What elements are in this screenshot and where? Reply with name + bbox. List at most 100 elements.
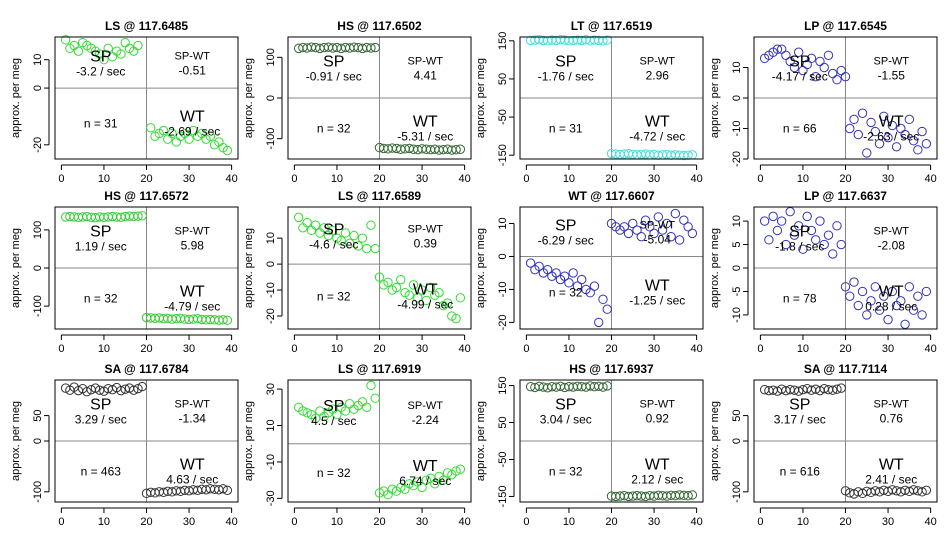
p8-sp-point-6 [785,206,795,217]
p9-n-label: n = 463 [81,465,122,479]
p11-n-label: n = 32 [549,465,583,479]
p11-title: HS @ 117.6937 [569,362,654,376]
p8-x-tick-label-0: 0 [757,343,763,355]
p3-title: LT @ 117.6519 [571,19,653,33]
p7-sp-point-18 [602,304,612,314]
p3-wt-rate: -4.72 / sec [629,130,685,144]
p10-wt-point-30 [421,475,432,485]
p7-x-tick-label-0: 0 [523,343,529,355]
p5-y-tick-label-100: 100 [32,221,44,239]
p12-x-tick-label-30: 30 [882,516,894,528]
p7-title: WT @ 117.6607 [568,189,655,203]
p12-wt-point-35 [908,485,919,495]
p6-sp-point-10 [336,236,346,246]
p6-x-tick-label-10: 10 [331,343,343,355]
p6-wt-point-29 [417,285,427,295]
p3-sp-rate: -1.76 / sec [538,70,594,84]
p3-y-tick-label-50: 50 [497,73,509,85]
p8-wt-point-19 [840,282,851,292]
p6-y-axis-label: approx. per meg [243,228,255,308]
p6-sp-point-1 [298,223,308,233]
p7-x-tick-label-10: 10 [563,343,575,355]
p8-wt-point-21 [849,277,859,287]
p8-sp-point-7 [789,230,800,240]
p12-sp-label: SP [789,397,810,414]
p10-spwt-value: -2.24 [412,413,440,427]
p7-sp-point-4 [542,264,553,275]
p7-sp-point-14 [585,288,595,298]
p1-sp-point-0 [60,35,71,45]
p2-plot-frame [287,36,472,160]
p4-wt-label: WT [879,114,904,131]
p5-wt-point-38 [222,315,233,325]
p1-sp-point-13 [116,49,126,59]
p6-title: LS @ 117.6589 [338,189,421,203]
p6-sp-point-13 [349,230,359,241]
p1-x-tick-label-20: 20 [140,173,152,185]
p10-wt-point-37 [451,466,461,476]
p1-sp-label: SP [90,49,111,66]
p6-wt-rate: -4.99 / sec [397,298,453,312]
p9-y-tick-label-0: 0 [32,438,44,444]
p7-sp-point-15 [589,281,600,291]
p3-wt-label: WT [645,114,670,131]
p8-x-tick-label-40: 40 [924,343,936,355]
p9-sp-rate: 3.29 / sec [75,413,127,427]
p7-sp-point-17 [598,294,608,305]
p6-sp-rate: -4.6 / sec [309,238,358,252]
p2-wt-point-38 [455,144,466,154]
p8-sp-point-12 [811,235,821,245]
p4-sp-point-18 [836,65,846,76]
p10-wt-point-29 [417,482,427,493]
p3-x-tick-label-0: 0 [523,173,529,185]
p6-wt-point-24 [396,274,406,285]
p6-wt-point-19 [374,272,385,282]
p5-sp-label: SP [90,224,111,241]
p7-y-tick-label--10: -10 [497,281,509,297]
p6-y-tick-label--20: -20 [265,308,277,324]
p6-x-tick-label-20: 20 [373,343,385,355]
p7-wt-point-30 [653,212,664,222]
p1-x-tick-label-40: 40 [225,173,237,185]
p7-plot-frame [519,206,704,330]
p4-wt-point-31 [891,142,902,152]
p4-wt-point-34 [904,114,915,125]
p6-n-label: n = 32 [317,290,351,304]
p8-y-tick-label-5: 5 [731,241,743,247]
p2-x-tick-label-20: 20 [373,173,385,185]
p1-spwt-label: SP-WT [175,51,211,63]
p9-sp-point-13 [116,385,126,396]
p8-sp-point-15 [823,230,834,240]
p10-title: LS @ 117.6919 [338,362,421,376]
p1-y-axis-label: approx. per meg [10,58,22,138]
p4-wt-point-29 [883,132,893,143]
p11-x-tick-label-20: 20 [605,516,617,528]
p5-spwt-value: 5.98 [181,239,205,253]
p9-y-axis-label: approx. per meg [10,401,22,481]
p9-sp-point-16 [129,385,139,395]
p1-title: LS @ 117.6485 [105,19,188,33]
p2-spwt-value: 4.41 [414,69,438,83]
p8-sp-label: SP [789,224,810,241]
p8-sp-point-16 [828,249,838,259]
p2-y-tick-label-0: 0 [265,95,277,101]
p12-wt-label: WT [879,457,904,474]
p10-sp-point-16 [362,402,372,413]
p11-x-tick-label-40: 40 [690,516,702,528]
p8-y-axis-label: approx. per meg [709,228,721,308]
p5-x-tick-label-30: 30 [183,343,195,355]
p8-wt-point-36 [913,291,923,301]
p4-x-tick-label-40: 40 [924,173,936,185]
p4-wt-point-20 [845,123,855,134]
p8-wt-label: WT [879,284,904,301]
p7-sp-point-6 [551,268,561,278]
p2-x-tick-label-40: 40 [458,173,470,185]
p10-wt-rate: 6.74 / sec [399,474,451,488]
p3-x-tick-label-20: 20 [605,173,617,185]
p2-wt-label: WT [413,114,438,131]
p4-sp-label: SP [789,54,810,71]
p3-x-tick-label-10: 10 [563,173,575,185]
p4-wt-point-21 [849,114,859,125]
p5-plot-frame [54,206,239,330]
p4-y-axis-label: approx. per meg [709,58,721,138]
